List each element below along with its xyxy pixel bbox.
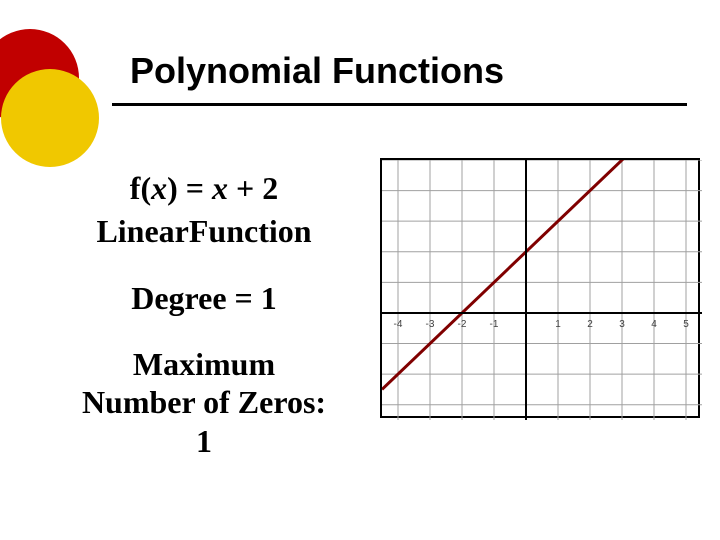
function-graph: -4 -3 -2 -1 1 2 3 4 5	[380, 158, 700, 418]
zeros-line-1: Maximum	[64, 345, 344, 383]
svg-text:-1: -1	[490, 319, 499, 330]
svg-text:3: 3	[619, 319, 625, 330]
svg-text:5: 5	[683, 319, 689, 330]
decorative-circles	[0, 28, 100, 148]
svg-text:-3: -3	[426, 319, 435, 330]
svg-text:-4: -4	[394, 319, 403, 330]
function-type-label: LinearFunction	[64, 213, 344, 250]
graph-svg: -4 -3 -2 -1 1 2 3 4 5	[382, 160, 702, 420]
content-block: f(x) = x + 2 LinearFunction Degree = 1 M…	[64, 170, 344, 460]
circle-yellow	[1, 69, 99, 167]
svg-text:2: 2	[587, 319, 593, 330]
zeros-line-2: Number of Zeros:	[64, 383, 344, 421]
svg-text:1: 1	[555, 319, 561, 330]
function-expr: f(x) = x + 2	[64, 170, 344, 207]
zeros-label: Maximum Number of Zeros: 1	[64, 345, 344, 460]
degree-label: Degree = 1	[64, 280, 344, 317]
zeros-line-3: 1	[64, 422, 344, 460]
svg-text:-2: -2	[458, 319, 467, 330]
svg-text:4: 4	[651, 319, 657, 330]
title-underline	[112, 103, 687, 106]
slide-title: Polynomial Functions	[130, 50, 504, 92]
